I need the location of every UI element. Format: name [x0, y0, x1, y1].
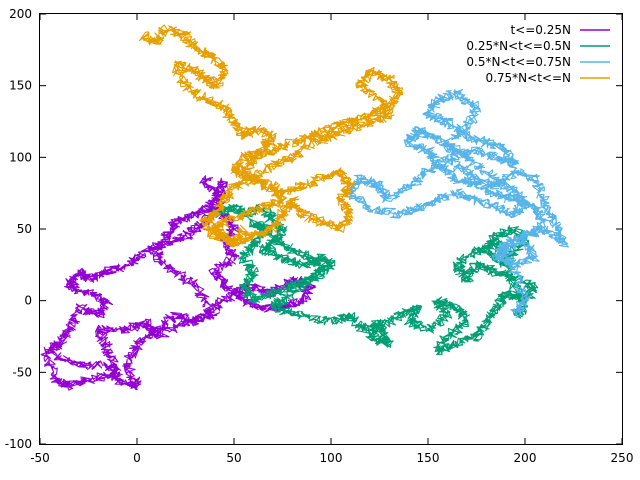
y-tick-label: -50 — [12, 365, 32, 379]
x-tick-label: 0 — [133, 451, 141, 465]
series-layer — [40, 24, 569, 391]
x-tick-label: 50 — [226, 451, 241, 465]
y-tick-label: 0 — [24, 294, 32, 308]
legend-label-4: 0.75*N<t<=N — [485, 71, 571, 85]
y-tick-label: 200 — [9, 7, 32, 21]
x-tick-label: 100 — [320, 451, 343, 465]
legend: t<=0.25N 0.25*N<t<=0.5N 0.5*N<t<=0.75N 0.75… — [466, 23, 610, 85]
y-tick-label: 150 — [9, 79, 32, 93]
plot-frame — [39, 13, 623, 445]
series-line-2 — [211, 203, 539, 356]
y-tick-label: 100 — [9, 150, 32, 164]
x-tick-label: -50 — [30, 451, 50, 465]
legend-label-1: t<=0.25N — [510, 23, 571, 37]
y-tick-label: -100 — [5, 437, 32, 451]
legend-label-3: 0.5*N<t<=0.75N — [466, 55, 571, 69]
x-tick-label: 200 — [514, 451, 537, 465]
series-line-3 — [345, 88, 569, 319]
x-tick-label: 150 — [417, 451, 440, 465]
series-line-4 — [138, 24, 404, 248]
x-tick-label: 250 — [611, 451, 634, 465]
y-tick-label: 50 — [17, 222, 32, 236]
series-line-1 — [40, 175, 317, 391]
legend-label-2: 0.25*N<t<=0.5N — [466, 39, 571, 53]
